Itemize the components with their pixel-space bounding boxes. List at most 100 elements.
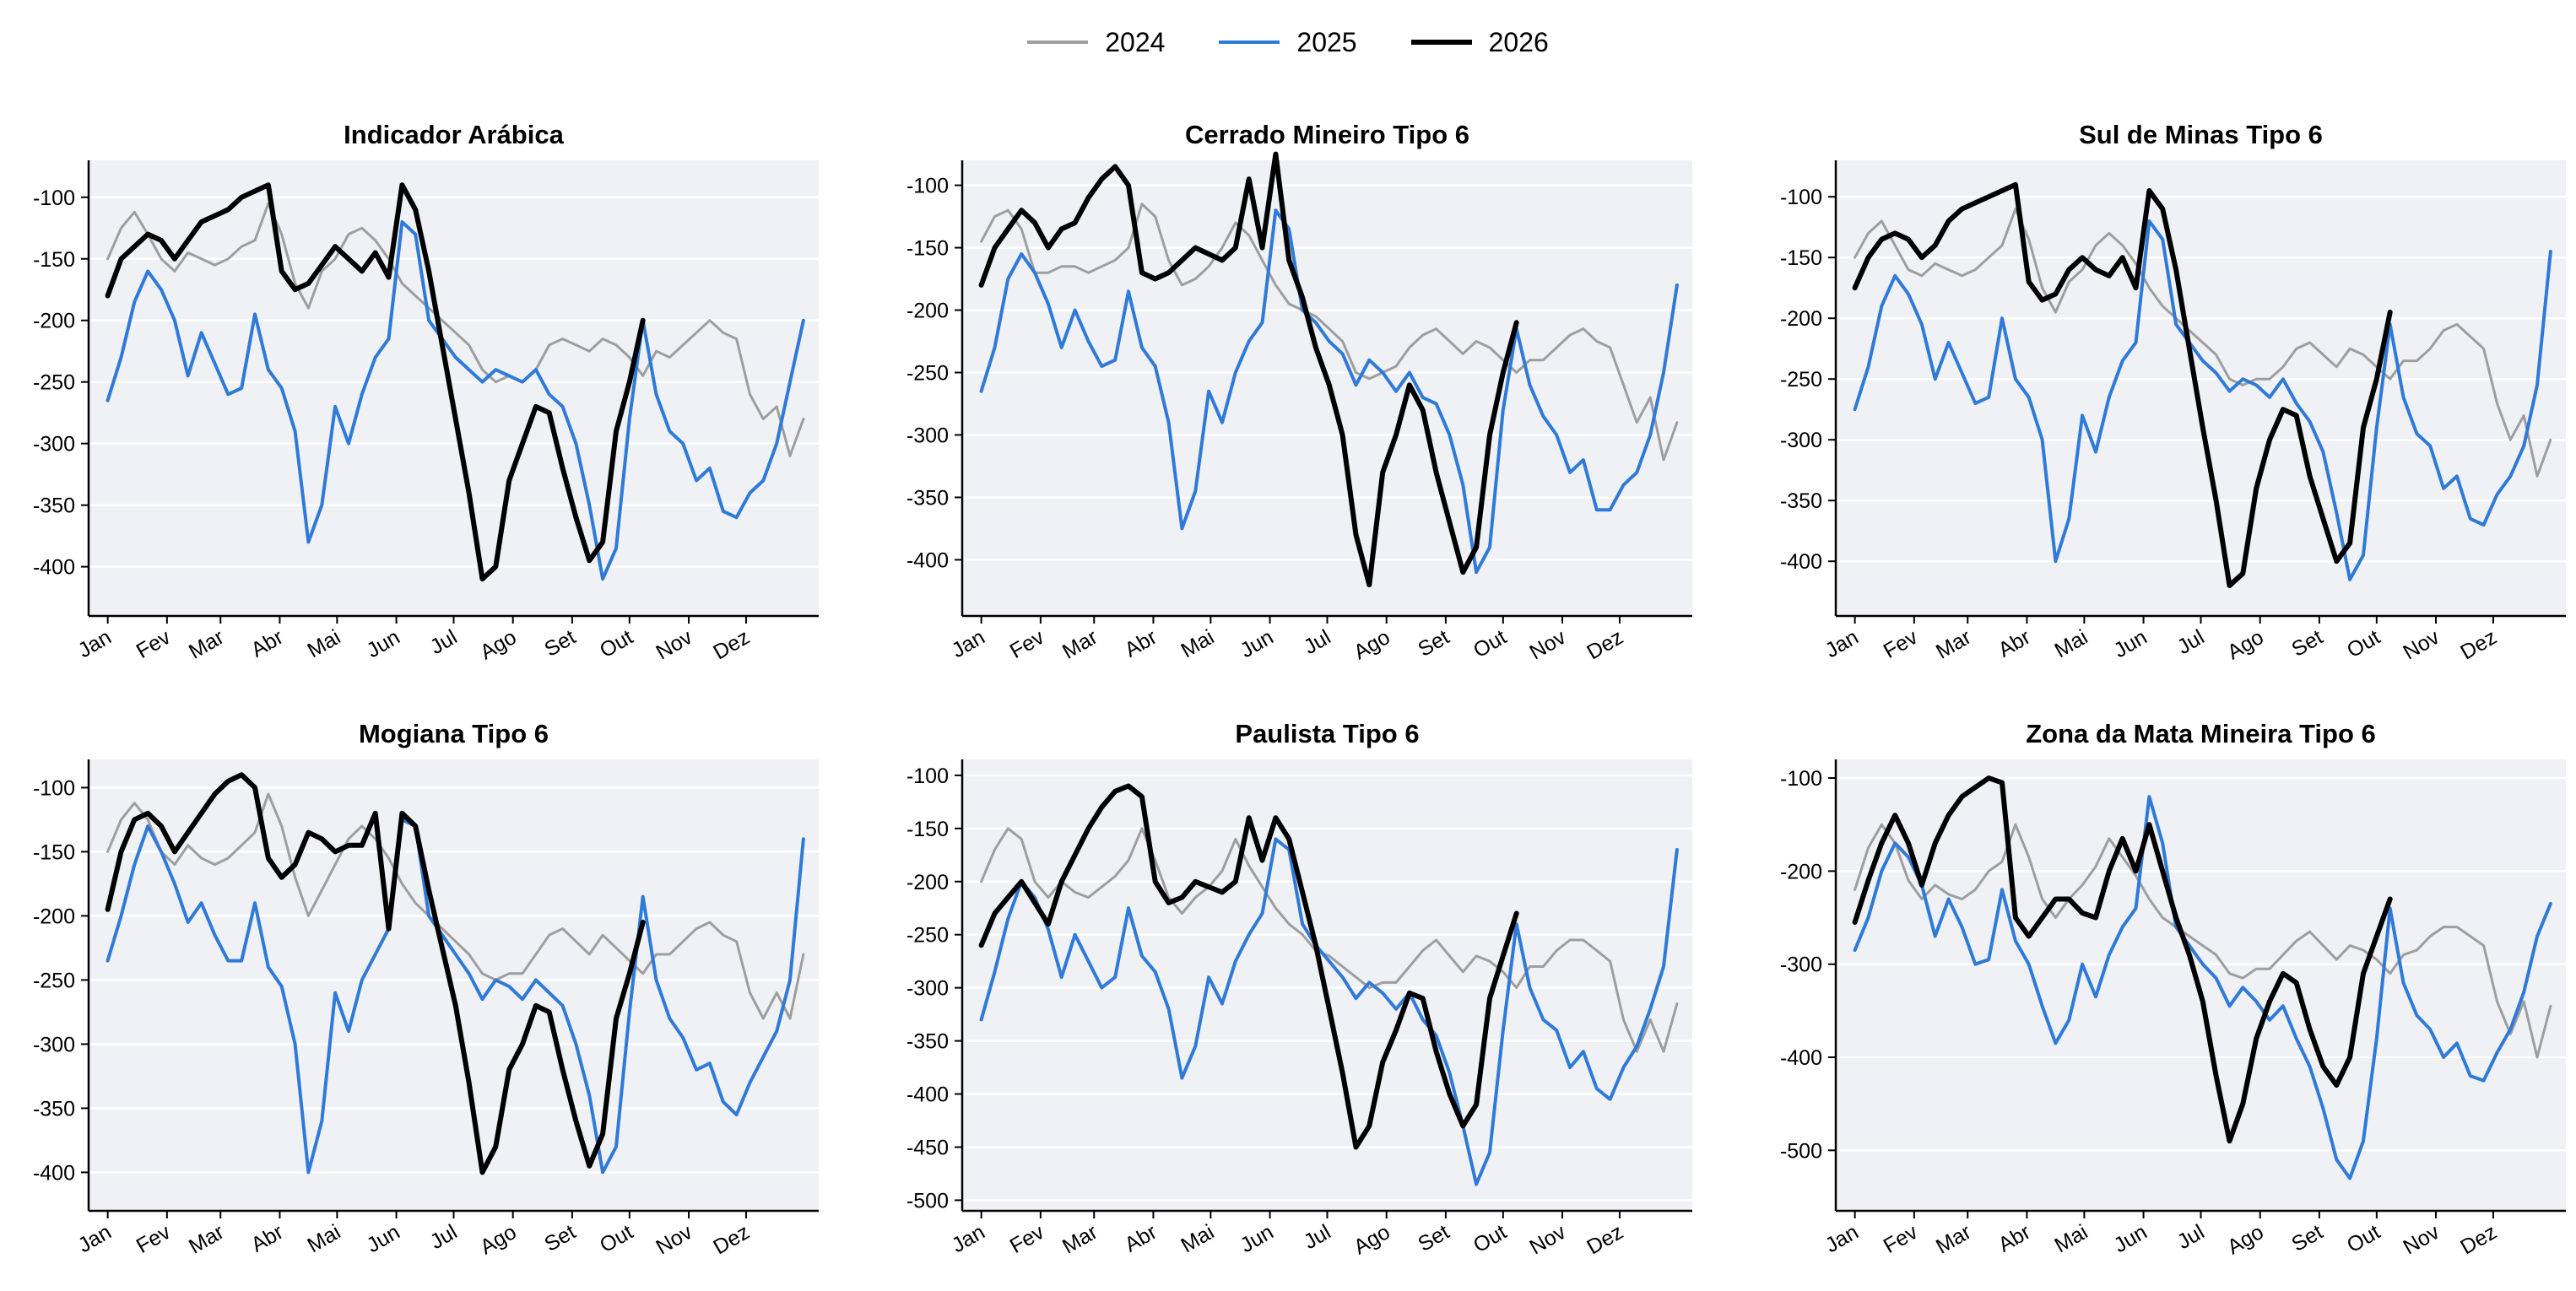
x-tick-label: Abr: [247, 1220, 288, 1257]
x-tick-label: Jun: [2110, 625, 2151, 662]
x-tick-label: Mai: [303, 625, 344, 662]
y-tick-label: -400: [906, 548, 949, 572]
y-tick-label: -200: [1780, 860, 1822, 883]
x-tick-label: Jan: [1821, 1220, 1863, 1257]
y-tick-label: -150: [1780, 246, 1822, 270]
x-tick-label: Nov: [652, 625, 697, 665]
x-tick-label: Mai: [303, 1220, 344, 1257]
y-tick-label: -500: [906, 1189, 949, 1213]
series-line-2026: [1852, 181, 2393, 588]
y-tick-label: -100: [1780, 186, 1822, 209]
series-line-2024: [106, 792, 805, 1020]
series-line-2026: [105, 182, 646, 582]
x-tick-label: Fev: [133, 1220, 176, 1258]
chart-panel-6: Zona da Mata Mineira Tipo 6 -100 -200 -300 -…: [1780, 719, 2566, 1259]
series-line-2024: [1854, 208, 2552, 478]
y-tick-label: -400: [906, 1083, 949, 1107]
y-tick-label: -350: [1780, 489, 1822, 513]
x-tick-label: Nov: [1526, 1220, 1571, 1260]
x-tick-label: Dez: [709, 1220, 754, 1259]
chart-panel-5: Paulista Tipo 6 -100 -150 -200 -250 -300 -350 -…: [906, 719, 1692, 1259]
x-tick-label: Jun: [363, 1220, 404, 1257]
x-tick-label: Jul: [426, 1220, 462, 1254]
legend-item-2024[interactable]: 2024: [1027, 27, 1165, 58]
x-tick-label: Mar: [1058, 1220, 1101, 1259]
x-tick-label: Abr: [247, 625, 288, 662]
series-line-2025: [106, 818, 805, 1175]
x-tick-label: Abr: [1121, 625, 1161, 662]
y-tick-label: -400: [33, 556, 75, 580]
y-tick-label: -350: [906, 486, 949, 510]
series-line-2024: [980, 827, 1679, 1053]
x-tick-label: Nov: [1526, 625, 1571, 665]
x-tick-label: Dez: [709, 625, 754, 664]
x-tick-label: Jun: [363, 625, 404, 662]
legend-label-2025: 2025: [1296, 26, 1357, 57]
y-tick-label: -500: [1780, 1139, 1822, 1163]
x-tick-label: Out: [2343, 1220, 2384, 1257]
legend-swatch-2025: [1219, 41, 1280, 44]
y-tick-label: -200: [1780, 307, 1822, 331]
series-line-2025: [1853, 795, 2552, 1180]
chart-title: Cerrado Mineiro Tipo 6: [1185, 120, 1469, 149]
x-tick-label: Ago: [476, 625, 521, 664]
plot-area: [89, 759, 819, 1211]
x-tick-label: Nov: [2400, 625, 2444, 665]
y-tick-label: -300: [906, 977, 949, 1001]
series-line-2026: [978, 783, 1519, 1150]
plot-area: [962, 759, 1692, 1211]
x-tick-label: Dez: [2456, 1220, 2501, 1259]
x-tick-label: Set: [1414, 625, 1453, 662]
y-tick-label: -300: [33, 433, 75, 456]
y-tick-label: -200: [906, 871, 949, 894]
x-tick-label: Jul: [1300, 625, 1335, 659]
x-tick-label: Abr: [1121, 1220, 1161, 1257]
x-tick-label: Fev: [1006, 1220, 1049, 1258]
y-tick-label: -250: [33, 371, 75, 395]
x-tick-label: Mar: [1058, 625, 1101, 664]
x-tick-label: Dez: [1583, 625, 1627, 664]
x-tick-label: Fev: [133, 625, 176, 663]
x-tick-label: Jan: [74, 1220, 116, 1257]
y-tick-label: -200: [33, 905, 75, 928]
plot-area: [89, 160, 819, 616]
plot-area: [1836, 160, 2566, 616]
x-tick-label: Set: [540, 625, 580, 662]
legend-item-2026[interactable]: 2026: [1410, 27, 1549, 58]
plot-area: [962, 160, 1692, 616]
y-tick-label: -300: [1780, 953, 1822, 977]
x-tick-label: Set: [540, 1220, 580, 1256]
y-tick-label: -100: [906, 175, 949, 198]
chart-title: Indicador Arábica: [344, 120, 564, 149]
y-tick-label: -300: [1780, 429, 1822, 452]
y-tick-label: -400: [33, 1161, 75, 1185]
chart-title: Zona da Mata Mineira Tipo 6: [2026, 719, 2376, 748]
series-line-2026: [1852, 775, 2393, 1144]
x-tick-label: Set: [1414, 1220, 1453, 1256]
x-tick-label: Ago: [476, 1220, 521, 1259]
y-tick-label: -350: [33, 494, 75, 518]
series-line-2025: [979, 208, 1679, 575]
x-tick-label: Out: [1469, 625, 1511, 662]
x-tick-label: Fev: [1006, 625, 1049, 663]
y-tick-label: -150: [906, 237, 949, 261]
x-tick-label: Mar: [1932, 625, 1975, 664]
x-tick-label: Ago: [2223, 625, 2268, 664]
x-tick-label: Jun: [2110, 1220, 2151, 1257]
y-tick-label: -100: [33, 186, 75, 210]
legend-swatch-2026: [1410, 40, 1472, 45]
x-tick-label: Mar: [185, 1220, 228, 1259]
legend-swatch-2024: [1027, 41, 1089, 44]
x-tick-label: Mai: [2050, 1220, 2092, 1257]
chart-panel-2: Cerrado Mineiro Tipo 6 -100 -150 -200 -250 -3…: [906, 120, 1692, 664]
series-line-2025: [1853, 219, 2552, 581]
y-tick-label: -100: [906, 764, 949, 788]
y-tick-label: -350: [906, 1030, 949, 1054]
x-tick-label: Jan: [948, 625, 989, 662]
series-line-2025: [979, 837, 1679, 1186]
x-tick-label: Jan: [1821, 625, 1863, 662]
x-tick-label: Mai: [1177, 1220, 1218, 1257]
legend-item-2025[interactable]: 2025: [1219, 26, 1357, 58]
y-tick-label: -200: [33, 310, 75, 333]
